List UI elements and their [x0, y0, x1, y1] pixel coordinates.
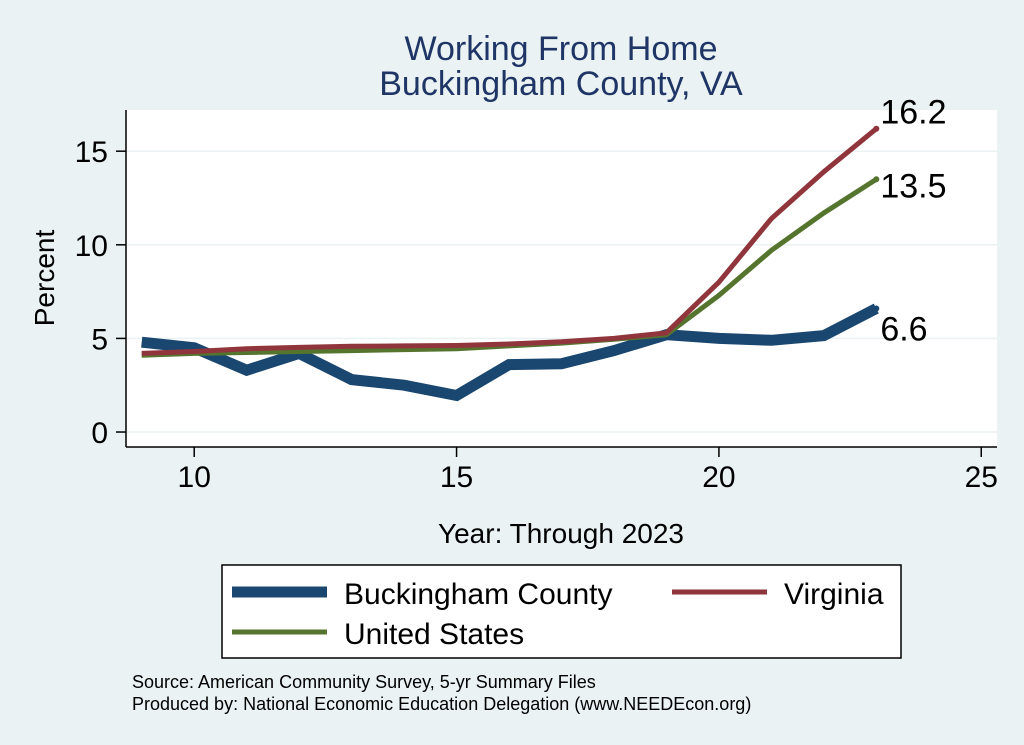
series-end-point [873, 176, 880, 183]
legend: Buckingham County Virginia United States [232, 578, 884, 651]
x-tick-label: 25 [965, 461, 998, 494]
series-lines [141, 125, 880, 402]
chart-title-line-1: Working From Home [405, 30, 718, 68]
y-tick-label: 15 [75, 136, 108, 169]
plot-area [126, 110, 997, 447]
x-axis-ticks: 10 15 20 25 [178, 447, 998, 494]
end-labels: 6.6 16.2 13.5 [880, 94, 946, 349]
legend-box [221, 564, 902, 659]
y-tick-label: 0 [91, 417, 108, 450]
y-tick-label: 10 [75, 230, 108, 263]
producer-note: Produced by: National Economic Education… [132, 694, 751, 714]
chart-title-line-2: Buckingham County, VA [379, 65, 743, 103]
y-axis-ticks: 0 5 10 15 [75, 136, 126, 450]
series-end-point [873, 305, 880, 312]
series-line-buckingham-county [141, 303, 879, 402]
source-note: Source: American Community Survey, 5-yr … [132, 672, 596, 692]
y-tick-label: 5 [91, 323, 108, 356]
y-axis-label: Percent [29, 230, 60, 327]
end-label-virginia: 16.2 [880, 94, 946, 132]
x-axis-label: Year: Through 2023 [438, 518, 684, 549]
x-tick-label: 15 [440, 461, 473, 494]
legend-label-virginia: Virginia [784, 578, 884, 611]
end-label-buckingham-county: 6.6 [880, 310, 927, 348]
series-line-virginia [141, 126, 878, 356]
x-tick-label: 20 [702, 461, 735, 494]
legend-label-united-states: United States [344, 618, 524, 651]
end-label-united-states: 13.5 [880, 167, 946, 205]
series-end-point [873, 125, 880, 132]
legend-label-buckingham-county: Buckingham County [344, 578, 612, 611]
x-tick-label: 10 [178, 461, 211, 494]
